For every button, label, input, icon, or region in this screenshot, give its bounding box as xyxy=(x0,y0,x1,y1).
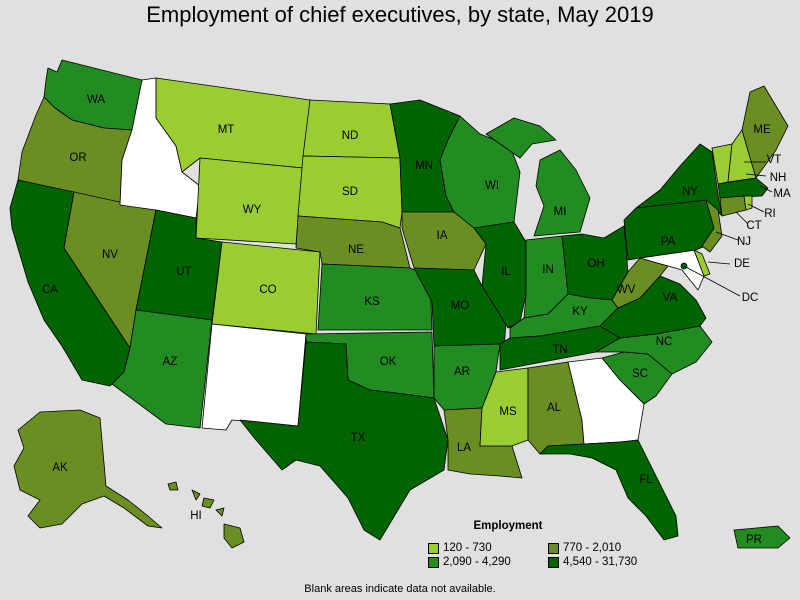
label-PA: PA xyxy=(661,236,676,248)
state-MI[interactable] xyxy=(485,117,591,237)
label-SC: SC xyxy=(632,368,648,380)
label-HI: HI xyxy=(190,510,202,522)
legend-item-1: 120 - 730 xyxy=(428,542,548,554)
state-AZ[interactable] xyxy=(111,309,213,429)
label-KY: KY xyxy=(572,306,588,318)
legend-swatch-4 xyxy=(548,556,559,568)
state-KS[interactable] xyxy=(317,263,433,331)
label-CT: CT xyxy=(746,220,761,232)
legend-swatch-1 xyxy=(428,542,439,554)
label-MT: MT xyxy=(218,124,235,136)
legend-item-2: 770 - 2,010 xyxy=(548,542,668,554)
label-WY: WY xyxy=(243,204,262,216)
legend-item-3: 2,090 - 4,290 xyxy=(428,556,548,568)
legend-label-3: 2,090 - 4,290 xyxy=(443,556,511,568)
state-PR[interactable] xyxy=(733,525,791,549)
label-DE: DE xyxy=(734,258,750,270)
label-ME: ME xyxy=(753,124,771,136)
label-CA: CA xyxy=(42,284,58,296)
label-KS: KS xyxy=(364,296,380,308)
legend-label-1: 120 - 730 xyxy=(443,542,492,554)
label-IL: IL xyxy=(501,266,511,278)
legend-item-4: 4,540 - 31,730 xyxy=(548,556,668,568)
state-WY[interactable] xyxy=(195,157,304,245)
label-PR: PR xyxy=(746,534,762,546)
label-AL: AL xyxy=(547,402,562,414)
label-NE: NE xyxy=(348,244,364,256)
state-PA[interactable] xyxy=(623,199,719,261)
footnote: Blank areas indicate data not available. xyxy=(304,583,496,595)
state-NM[interactable] xyxy=(201,323,307,431)
label-OR: OR xyxy=(69,152,86,164)
state-labels: WA OR CA NV MT WY UT AZ CO ND SD NE KS O… xyxy=(42,94,791,546)
label-NC: NC xyxy=(656,336,673,348)
state-HI[interactable] xyxy=(167,481,245,549)
state-CT[interactable] xyxy=(719,195,747,217)
legend-swatch-3 xyxy=(428,556,439,568)
label-WI: WI xyxy=(485,180,499,192)
legend-swatch-2 xyxy=(548,542,559,554)
state-WV[interactable] xyxy=(611,257,669,309)
label-UT: UT xyxy=(176,266,191,278)
label-IN: IN xyxy=(542,264,554,276)
state-MA[interactable] xyxy=(717,177,769,199)
label-OH: OH xyxy=(587,258,604,270)
label-IA: IA xyxy=(437,230,448,242)
label-TN: TN xyxy=(552,344,567,356)
label-NY: NY xyxy=(682,186,698,198)
state-ND[interactable] xyxy=(302,99,401,159)
label-WV: WV xyxy=(617,284,636,296)
label-SD: SD xyxy=(342,186,358,198)
label-MS: MS xyxy=(499,406,517,418)
label-DC: DC xyxy=(742,292,759,304)
state-AK[interactable] xyxy=(13,409,163,529)
label-NJ: NJ xyxy=(737,236,751,248)
label-LA: LA xyxy=(457,442,471,454)
legend: Employment 120 - 730 770 - 2,010 2,090 -… xyxy=(428,520,668,568)
state-DE[interactable] xyxy=(693,249,711,277)
label-CO: CO xyxy=(259,284,276,296)
label-TX: TX xyxy=(351,432,366,444)
legend-items: 120 - 730 770 - 2,010 2,090 - 4,290 4,54… xyxy=(428,542,668,568)
label-NV: NV xyxy=(102,249,118,261)
label-VA: VA xyxy=(663,292,678,304)
label-MA: MA xyxy=(773,188,791,200)
label-AK: AK xyxy=(52,462,68,474)
label-MI: MI xyxy=(554,206,567,218)
state-FL[interactable] xyxy=(539,439,679,541)
legend-label-4: 4,540 - 31,730 xyxy=(563,556,638,568)
state-TX[interactable] xyxy=(239,341,449,541)
label-MO: MO xyxy=(451,300,470,312)
state-NJ[interactable] xyxy=(701,199,723,253)
callout-lines xyxy=(683,161,773,297)
label-MN: MN xyxy=(415,160,433,172)
label-RI: RI xyxy=(764,208,776,220)
label-FL: FL xyxy=(639,474,653,486)
label-AZ: AZ xyxy=(163,356,178,368)
legend-label-2: 770 - 2,010 xyxy=(563,542,622,554)
legend-title: Employment xyxy=(473,520,543,532)
map-title: Employment of chief executives, by state… xyxy=(146,2,654,27)
label-AR: AR xyxy=(454,366,470,378)
label-VT: VT xyxy=(767,154,782,166)
label-WA: WA xyxy=(87,94,105,106)
label-NH: NH xyxy=(770,172,787,184)
label-OK: OK xyxy=(380,356,397,368)
state-RI[interactable] xyxy=(743,195,753,211)
label-ND: ND xyxy=(342,130,359,142)
